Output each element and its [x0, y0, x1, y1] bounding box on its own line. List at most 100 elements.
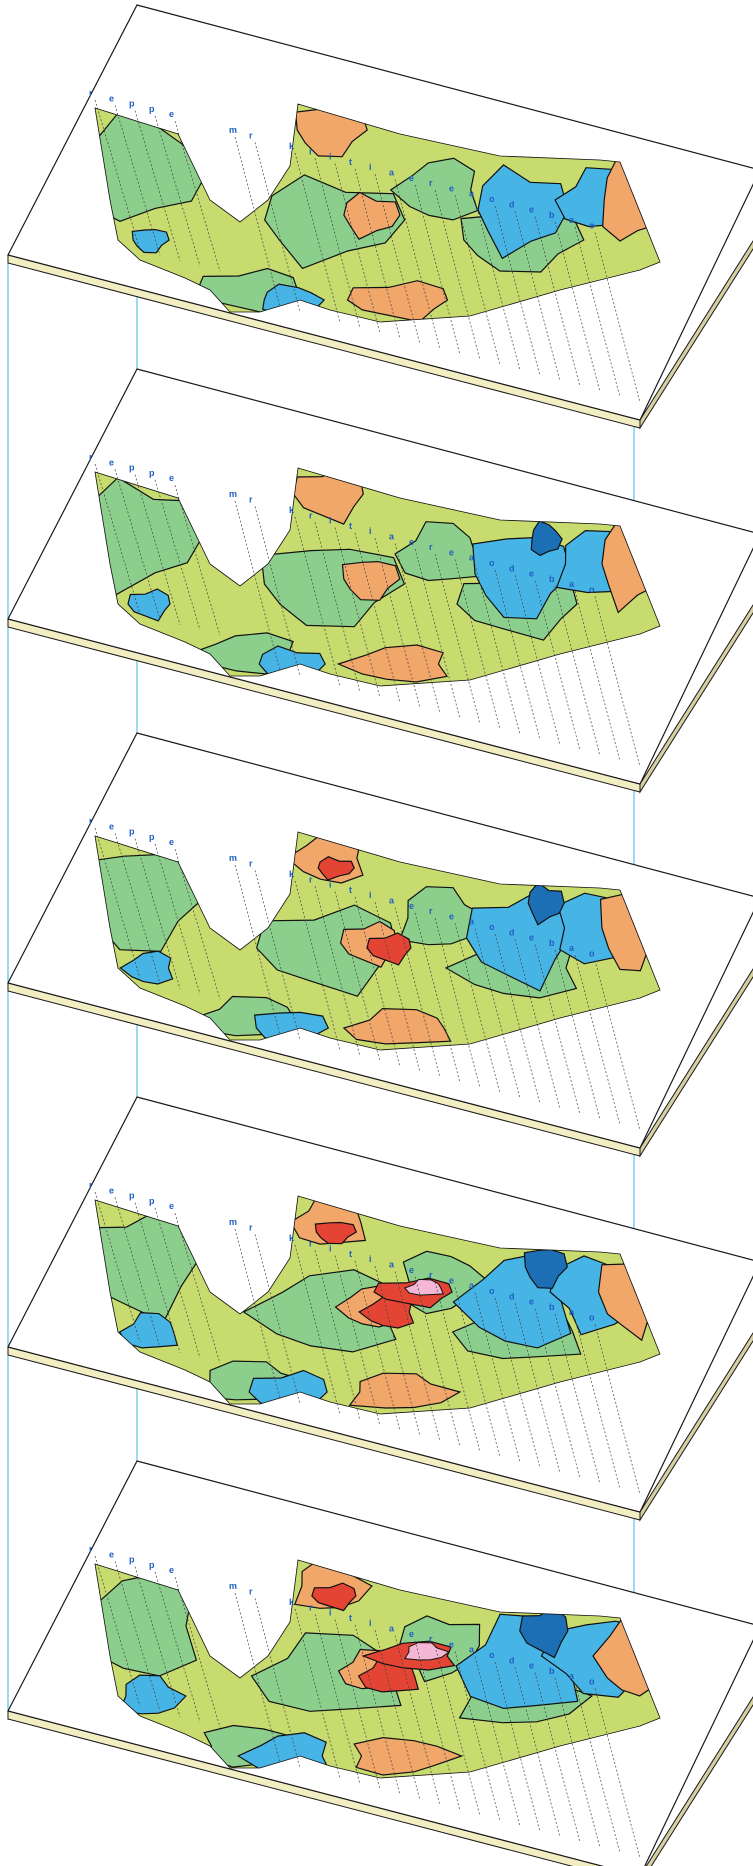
- profile-label: r: [249, 858, 253, 868]
- profile-line: [254, 506, 301, 677]
- profile-label: a: [389, 168, 395, 178]
- profile-label: e: [109, 821, 114, 831]
- profile-label: k: [289, 1233, 295, 1243]
- profile-line: [454, 559, 501, 730]
- profile-label: e: [449, 547, 454, 557]
- map-outline: [94, 1195, 661, 1415]
- profile-label: i: [369, 890, 372, 900]
- profile-line: [574, 1319, 621, 1490]
- profile-label: i: [329, 1608, 332, 1618]
- profile-label: i: [329, 880, 332, 890]
- slice-plane-1: r e p p e m r k r i t i a e r e a o d e b a o: [7, 4, 753, 430]
- profile-line: [434, 554, 481, 725]
- profile-line: [474, 200, 521, 371]
- profile-label: e: [169, 1565, 174, 1575]
- profile-label: o: [489, 194, 495, 204]
- profile-label: a: [469, 553, 475, 563]
- profile-label: a: [569, 215, 575, 225]
- profile-line: [334, 1619, 381, 1790]
- profile-label: t: [349, 1613, 352, 1623]
- profile-line: [454, 1287, 501, 1458]
- profile-line: [334, 891, 381, 1062]
- profile-label: e: [529, 1297, 534, 1307]
- zone-above-mid: [343, 191, 401, 240]
- profile-label: d: [509, 563, 515, 573]
- profile-label: m: [229, 853, 237, 863]
- profile-line: [454, 923, 501, 1094]
- profile-line: [434, 1282, 481, 1453]
- profile-line: [294, 880, 341, 1052]
- profile-line: [314, 1614, 361, 1785]
- profile-line: [394, 907, 441, 1078]
- profile-line: [594, 1324, 641, 1495]
- profile-label: e: [169, 837, 174, 847]
- zone-above-mid: [336, 644, 449, 683]
- profile-label: o: [589, 585, 595, 595]
- profile-label: p: [149, 1196, 155, 1206]
- profile-line: [294, 1244, 341, 1416]
- map-outline: [94, 831, 661, 1051]
- zone-low: [127, 588, 171, 622]
- profile-label: r: [89, 1180, 93, 1190]
- profile-label: a: [569, 943, 575, 953]
- profile-line: [494, 1297, 541, 1469]
- profile-line: [434, 1646, 481, 1817]
- profile-label: i: [329, 152, 332, 162]
- contour-map: [95, 104, 660, 322]
- profile-line: [434, 190, 481, 361]
- profile-label: b: [549, 574, 555, 584]
- profile-label: a: [469, 1281, 475, 1291]
- profile-label: r: [89, 452, 93, 462]
- profile-line: [494, 205, 541, 377]
- profile-line: [374, 174, 421, 345]
- zone-very-low: [527, 881, 565, 926]
- profile-label: r: [309, 1238, 313, 1248]
- profile-line: [474, 564, 521, 735]
- zone-high: [366, 932, 412, 966]
- profile-label: a: [469, 189, 475, 199]
- profile-label: b: [549, 1666, 555, 1676]
- profile-line: [374, 1266, 421, 1437]
- profile-label: a: [469, 917, 475, 927]
- profile-line: [314, 522, 361, 693]
- profile-label: o: [489, 922, 495, 932]
- zone-low: [131, 228, 170, 254]
- profile-line: [414, 184, 461, 355]
- profile-line: [534, 580, 581, 751]
- profile-line: [374, 902, 421, 1073]
- profile-line: [354, 1260, 401, 1431]
- profile-label: e: [529, 933, 534, 943]
- profile-label: p: [149, 1560, 155, 1570]
- zone-above-mid: [353, 1736, 464, 1776]
- profile-line: [554, 221, 601, 392]
- profile-label: e: [409, 1265, 414, 1275]
- profile-line: [594, 232, 641, 403]
- profile-line: [494, 933, 541, 1105]
- profile-label: b: [549, 938, 555, 948]
- profile-line: [234, 865, 281, 1036]
- profile-label: r: [89, 1544, 93, 1554]
- profile-label: e: [449, 1639, 454, 1649]
- zone-below-mid: [394, 521, 482, 582]
- profile-label: e: [529, 1661, 534, 1671]
- profile-label: e: [169, 109, 174, 119]
- profile-line: [494, 1661, 541, 1833]
- profile-line: [354, 1624, 401, 1795]
- profile-label: i: [369, 1254, 372, 1264]
- profile-label: o: [589, 1677, 595, 1687]
- profile-label: b: [549, 1302, 555, 1312]
- profile-line: [314, 886, 361, 1057]
- profile-line: [454, 1651, 501, 1822]
- map-outline: [94, 1559, 661, 1779]
- profile-label: k: [289, 141, 295, 151]
- profile-line: [394, 1271, 441, 1442]
- zone-very-low: [530, 520, 563, 557]
- profile-line: [514, 939, 561, 1110]
- profile-line: [514, 1303, 561, 1474]
- zone-low: [118, 1674, 187, 1715]
- contour-map: [95, 1196, 660, 1414]
- profile-line: [234, 1229, 281, 1400]
- profile-label: k: [289, 1597, 295, 1607]
- profile-label: o: [489, 558, 495, 568]
